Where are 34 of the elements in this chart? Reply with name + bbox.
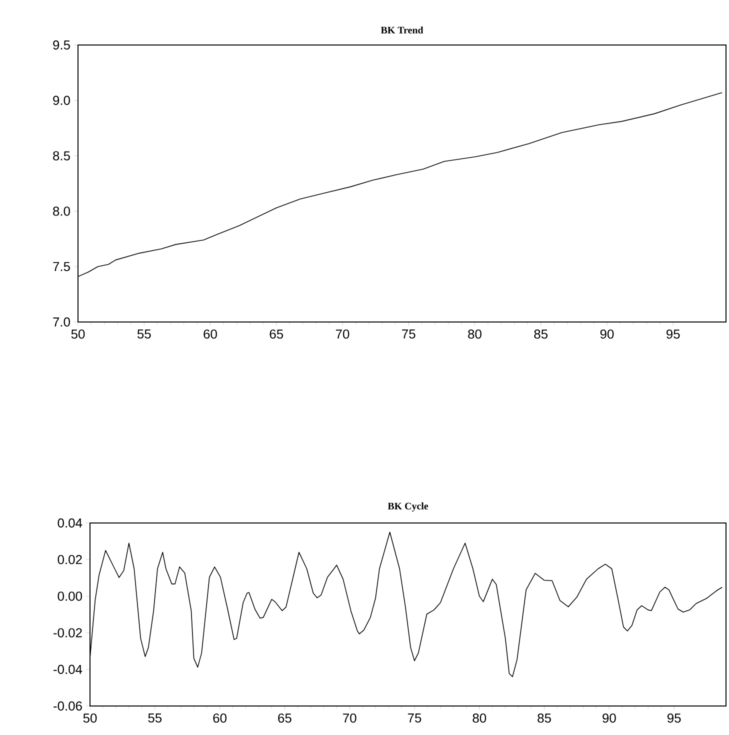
x-tick-label: 70 — [336, 329, 350, 339]
y-tick-label: 7.0 — [53, 317, 70, 327]
x-tick-label: 55 — [148, 714, 162, 723]
x-tick-label: 95 — [666, 329, 680, 339]
y-tick-label: 8.0 — [53, 206, 70, 216]
x-tick-label: 60 — [213, 714, 226, 723]
y-tick-label: 0.02 — [58, 555, 82, 564]
x-tick-label: 65 — [278, 714, 292, 723]
x-tick-label: 50 — [71, 329, 85, 339]
x-tick-label: 85 — [538, 714, 551, 723]
x-tick-label: 85 — [534, 329, 548, 339]
chart-title: BK Cycle — [388, 502, 428, 512]
y-tick-label: 8.5 — [53, 151, 70, 160]
x-tick-label: 50 — [83, 714, 97, 723]
x-tick-label: 75 — [408, 714, 422, 723]
x-tick-label: 55 — [137, 330, 151, 339]
x-tick-label: 90 — [602, 714, 616, 723]
x-tick-label: 95 — [667, 714, 681, 723]
x-tick-label: 70 — [343, 714, 356, 723]
x-tick-label: 80 — [472, 714, 486, 723]
x-tick-label: 90 — [600, 329, 614, 339]
y-tick-label: 9.5 — [53, 40, 70, 50]
chart-title: BK Trend — [380, 26, 424, 34]
y-tick-label: 9.0 — [53, 96, 70, 105]
x-tick-label: 60 — [204, 329, 217, 339]
y-tick-label: -0.06 — [54, 701, 82, 711]
y-tick-label: -0.02 — [54, 628, 82, 638]
x-tick-label: 65 — [270, 329, 284, 339]
y-tick-label: 0.04 — [58, 518, 82, 528]
y-tick-label: -0.04 — [54, 664, 82, 674]
x-tick-label: 80 — [468, 329, 482, 339]
x-tick-label: 75 — [402, 330, 416, 339]
y-tick-label: 7.5 — [53, 262, 70, 272]
y-tick-label: 0.00 — [58, 592, 82, 601]
